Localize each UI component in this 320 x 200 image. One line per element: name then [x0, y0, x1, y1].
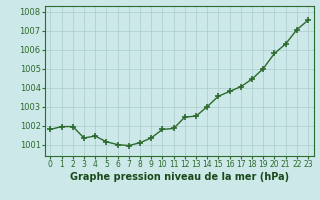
X-axis label: Graphe pression niveau de la mer (hPa): Graphe pression niveau de la mer (hPa): [70, 172, 289, 182]
